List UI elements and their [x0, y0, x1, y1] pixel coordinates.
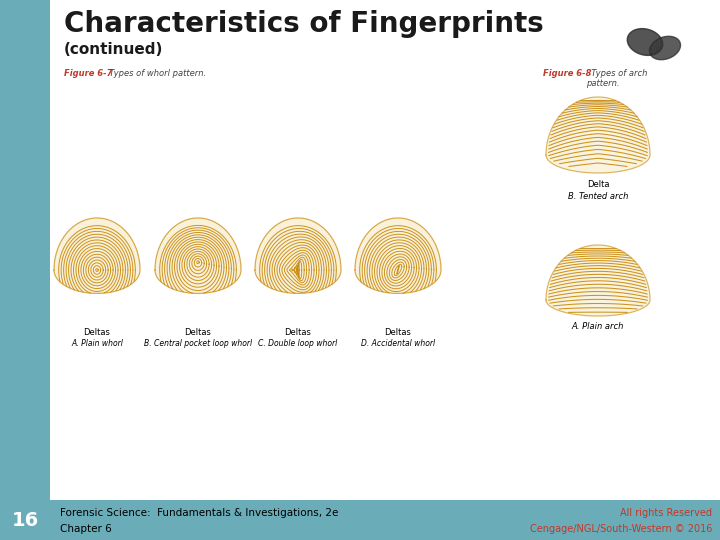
Text: Deltas: Deltas [184, 328, 212, 337]
Text: A. Plain arch: A. Plain arch [572, 322, 624, 331]
Text: Delta: Delta [587, 180, 609, 189]
Text: Figure 6-7: Figure 6-7 [64, 69, 112, 78]
Text: Chapter 6: Chapter 6 [60, 524, 112, 534]
Text: Characteristics of Fingerprints: Characteristics of Fingerprints [64, 10, 544, 38]
Text: Types of arch
pattern.: Types of arch pattern. [586, 69, 647, 89]
FancyBboxPatch shape [0, 0, 50, 540]
Text: All rights Reserved: All rights Reserved [620, 508, 712, 518]
Text: Deltas: Deltas [384, 328, 411, 337]
Text: C. Double loop whorl: C. Double loop whorl [258, 339, 338, 348]
Text: 16: 16 [12, 510, 39, 530]
Text: B. Tented arch: B. Tented arch [568, 192, 628, 201]
Text: B. Central pocket loop whorl: B. Central pocket loop whorl [144, 339, 252, 348]
Polygon shape [155, 218, 241, 293]
Polygon shape [649, 36, 680, 60]
Text: Types of whorl pattern.: Types of whorl pattern. [104, 69, 206, 78]
FancyBboxPatch shape [0, 500, 720, 540]
Text: Deltas: Deltas [284, 328, 312, 337]
Text: Forensic Science:  Fundamentals & Investigations, 2e: Forensic Science: Fundamentals & Investi… [60, 508, 338, 518]
Polygon shape [546, 97, 650, 173]
Polygon shape [255, 218, 341, 293]
Polygon shape [546, 245, 650, 316]
Text: (continued): (continued) [64, 42, 163, 57]
Text: Deltas: Deltas [84, 328, 110, 337]
Polygon shape [54, 218, 140, 293]
Polygon shape [355, 218, 441, 293]
Text: Cengage/NGL/South-Western © 2016: Cengage/NGL/South-Western © 2016 [530, 524, 712, 534]
Text: Figure 6-8: Figure 6-8 [543, 69, 592, 78]
Polygon shape [627, 29, 662, 56]
Text: A. Plain whorl: A. Plain whorl [71, 339, 123, 348]
Text: D. Accidental whorl: D. Accidental whorl [361, 339, 435, 348]
